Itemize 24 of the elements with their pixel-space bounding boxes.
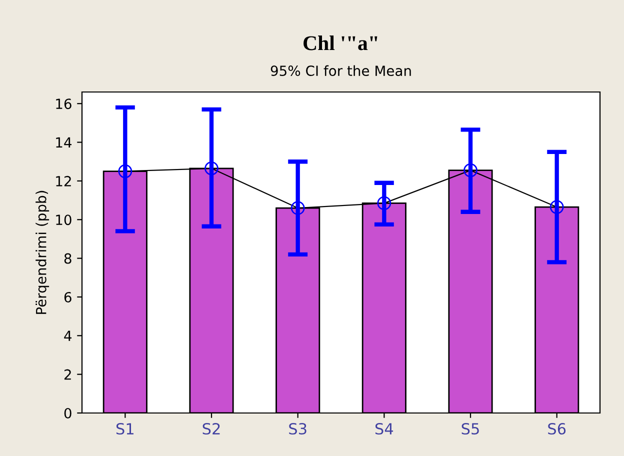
point — [290, 201, 305, 215]
point — [550, 200, 564, 214]
x-tick-label: S6 — [548, 422, 566, 435]
x-tick-label: S4 — [375, 422, 394, 435]
x-tick-label: S3 — [289, 422, 306, 435]
point — [377, 196, 392, 210]
x-tick-label: S2 — [202, 422, 220, 435]
chart-subtitle: 95% CI for the Mean — [270, 65, 411, 76]
y-axis-title: Përqendrimi (ppb) — [36, 190, 50, 314]
x-tick-label: S1 — [116, 422, 134, 435]
y-tick-label: 2 — [64, 369, 71, 380]
y-tick-label: 0 — [64, 408, 72, 418]
y-tick-label: 8 — [64, 253, 72, 264]
y-tick-label: 10 — [56, 214, 72, 226]
y-tick-label: 4 — [64, 330, 72, 341]
y-tick-label: 14 — [56, 137, 72, 148]
x-tick-label: S5 — [462, 422, 479, 435]
chart-title: Chl '"a" — [304, 36, 378, 50]
y-tick-label: 12 — [56, 176, 71, 186]
point — [118, 164, 132, 178]
y-tick-label: 6 — [64, 292, 72, 302]
point — [204, 161, 218, 176]
point — [464, 163, 478, 178]
y-tick-label: 16 — [56, 98, 72, 110]
